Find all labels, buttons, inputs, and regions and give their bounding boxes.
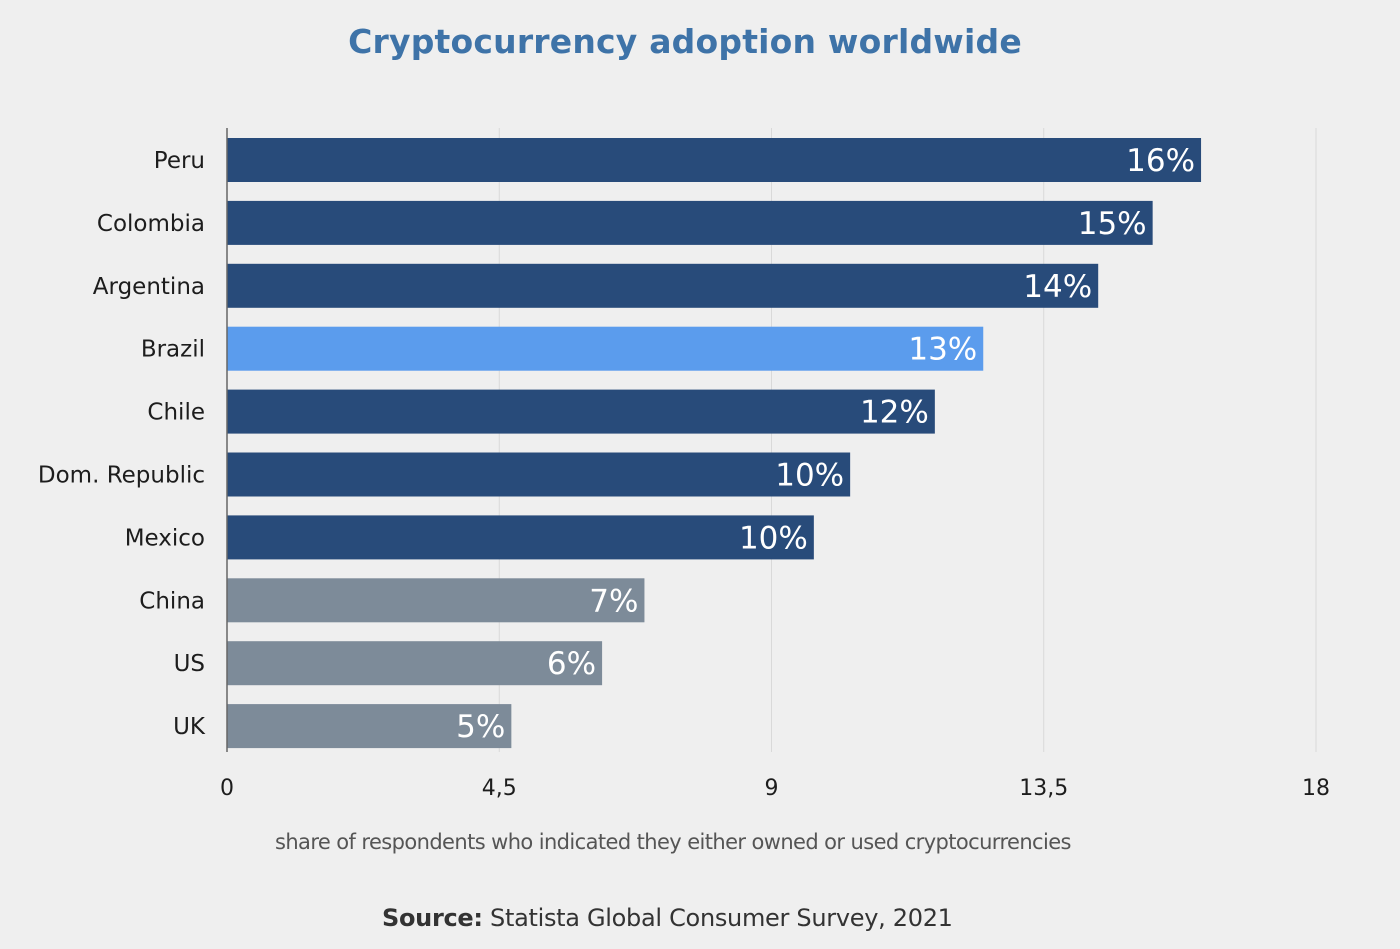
bar-colombia [227, 200, 1153, 245]
bar-us [227, 641, 603, 686]
category-label: Chile [147, 400, 205, 426]
chart-title: Cryptocurrency adoption worldwide [348, 22, 1022, 61]
category-label: UK [173, 714, 206, 740]
value-label: 7% [589, 583, 638, 619]
category-label: US [174, 651, 205, 677]
value-label: 10% [775, 458, 844, 494]
bar-peru [227, 138, 1202, 182]
bar-argentina [227, 263, 1099, 308]
x-axis-label: share of respondents who indicated they … [275, 830, 1072, 854]
value-label: 12% [860, 395, 929, 431]
bar-brazil [227, 326, 984, 371]
value-label: 16% [1126, 143, 1195, 179]
x-tick-label: 0 [220, 776, 234, 801]
source-label: Source: [382, 904, 483, 932]
x-tick-label: 9 [765, 776, 779, 801]
x-tick-labels: 0 4,5 9 13,5 18 [220, 776, 1330, 801]
source-note: Source: Statista Global Consumer Survey,… [382, 904, 953, 932]
bar-china [227, 578, 645, 623]
bar-chile [227, 389, 935, 434]
source-text: Statista Global Consumer Survey, 2021 [482, 904, 953, 932]
value-label: 14% [1023, 269, 1092, 305]
bar-mexico [227, 515, 814, 560]
value-label: 5% [456, 709, 505, 745]
category-label: Colombia [97, 211, 205, 237]
value-label: 6% [547, 646, 596, 682]
bar-uk [227, 704, 512, 749]
category-labels: Peru Colombia Argentina Brazil Chile Dom. Rep… [38, 148, 206, 740]
value-label: 13% [908, 332, 977, 368]
category-label: Dom. Republic [38, 463, 205, 489]
category-label: Brazil [141, 337, 205, 363]
category-label: Peru [154, 148, 205, 174]
bars [227, 138, 1202, 749]
x-tick-label: 13,5 [1019, 776, 1068, 801]
value-label: 15% [1078, 206, 1147, 242]
category-label: China [139, 588, 205, 614]
value-labels: 16% 15% 14% 13% 12% 10% 10% 7% 6% 5% [456, 143, 1195, 745]
value-label: 10% [739, 520, 808, 556]
bar-dom-republic [227, 452, 851, 497]
category-label: Mexico [125, 525, 205, 551]
x-tick-label: 18 [1302, 776, 1330, 801]
category-label: Argentina [93, 274, 205, 300]
x-tick-label: 4,5 [482, 776, 517, 801]
